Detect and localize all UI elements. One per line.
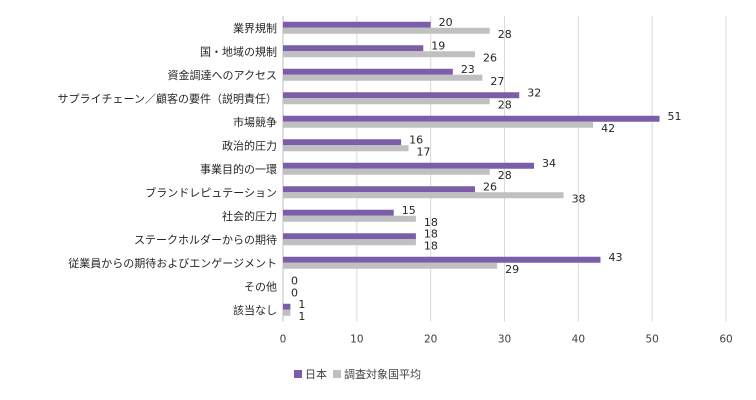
x-tick-label: 0	[280, 334, 287, 346]
bar-average	[283, 27, 490, 34]
x-tick-label: 60	[719, 334, 732, 346]
data-label-japan: 43	[608, 251, 622, 264]
bar-japan	[283, 233, 416, 240]
data-label-average: 18	[424, 239, 438, 252]
category-label: ブランドレピュテーション	[145, 185, 277, 199]
category-label: その他	[244, 280, 277, 293]
data-label-japan: 1	[298, 298, 305, 311]
data-label-japan: 19	[431, 39, 445, 52]
data-label-average: 42	[601, 122, 615, 135]
data-label-japan: 23	[461, 63, 475, 76]
category-label: ステークホルダーからの期待	[134, 232, 277, 246]
bar-japan	[283, 209, 394, 216]
data-label-average: 0	[291, 286, 298, 299]
bar-japan	[283, 303, 291, 310]
x-tick-label: 10	[350, 334, 363, 346]
x-tick-label: 40	[572, 334, 585, 346]
bar-japan	[283, 115, 660, 122]
bar-average	[283, 239, 416, 246]
data-label-average: 1	[298, 310, 305, 323]
bars-group: 2028192623273228514216173428263815181818…	[283, 16, 682, 323]
bar-japan	[283, 186, 475, 193]
bar-japan	[283, 139, 402, 146]
data-label-average: 28	[498, 169, 512, 182]
category-labels: 業界規制国・地域の規制資金調達へのアクセスサプライチェーン／顧客の要件（説明責任…	[58, 21, 277, 317]
bar-japan	[283, 68, 453, 75]
bar-japan	[283, 92, 520, 99]
category-label: サプライチェーン／顧客の要件（説明責任）	[58, 91, 277, 105]
category-label: 市場競争	[233, 115, 277, 129]
legend: 日本 調査対象国平均	[294, 367, 421, 381]
legend-label-average: 調査対象国平均	[344, 367, 421, 381]
data-label-japan: 0	[291, 274, 298, 287]
category-label: 社会的圧力	[222, 209, 277, 223]
bar-average	[283, 309, 291, 316]
data-label-average: 18	[424, 216, 438, 229]
category-label: 業界規制	[233, 21, 277, 35]
legend-label-japan: 日本	[305, 367, 327, 381]
data-label-japan: 18	[424, 227, 438, 240]
category-label: 資金調達へのアクセス	[168, 68, 277, 82]
data-label-average: 17	[417, 145, 431, 158]
x-tick-labels: 0 10 20 30 40 50 60	[280, 334, 733, 346]
bar-average	[283, 192, 564, 199]
bar-average	[283, 168, 490, 175]
bar-japan	[283, 162, 535, 169]
data-label-japan: 34	[542, 157, 556, 170]
data-label-average: 28	[498, 28, 512, 41]
bar-average	[283, 51, 475, 58]
bar-average	[283, 121, 594, 128]
bar-japan	[283, 256, 601, 263]
data-label-japan: 32	[527, 86, 541, 99]
data-label-japan: 16	[409, 133, 423, 146]
legend-swatch-average	[333, 370, 341, 378]
bar-average	[283, 262, 498, 269]
bar-japan	[283, 45, 424, 52]
category-label: 国・地域の規制	[200, 44, 277, 58]
data-label-japan: 15	[402, 204, 416, 217]
data-label-japan: 20	[439, 16, 453, 29]
x-tick-label: 20	[424, 334, 437, 346]
bar-average	[283, 98, 490, 105]
legend-swatch-japan	[294, 370, 302, 378]
bar-average	[283, 74, 483, 81]
data-label-japan: 51	[668, 110, 682, 123]
bar-average	[283, 145, 409, 152]
category-label: 政治的圧力	[222, 138, 277, 152]
x-tick-label: 50	[645, 334, 658, 346]
category-label: 従業員からの期待およびエンゲージメント	[68, 256, 277, 270]
data-label-average: 27	[490, 75, 504, 88]
data-label-average: 29	[505, 263, 519, 276]
bar-japan	[283, 21, 431, 28]
x-tick-label: 30	[498, 334, 511, 346]
category-label: 事業目的の一環	[200, 162, 277, 176]
data-label-average: 38	[572, 192, 586, 205]
data-label-average: 26	[483, 51, 497, 64]
bar-average	[283, 215, 416, 222]
category-label: 該当なし	[233, 303, 277, 317]
data-label-japan: 26	[483, 180, 497, 193]
data-label-average: 28	[498, 98, 512, 111]
